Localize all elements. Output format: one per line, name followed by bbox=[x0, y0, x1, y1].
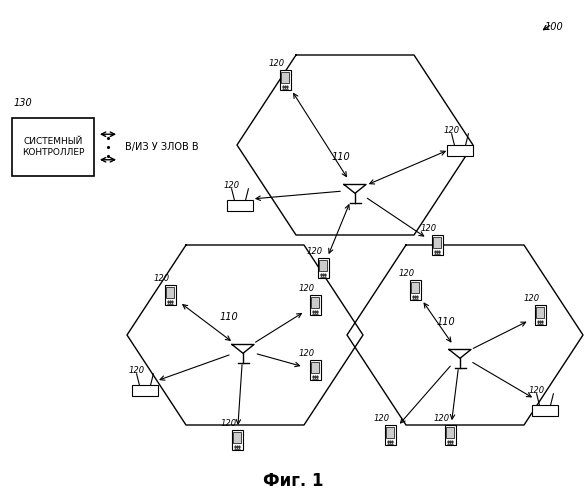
Bar bbox=[309, 360, 321, 380]
Bar bbox=[164, 285, 176, 305]
Bar bbox=[384, 425, 396, 445]
Text: 120: 120 bbox=[399, 269, 415, 278]
Text: 120: 120 bbox=[529, 386, 545, 395]
Bar bbox=[279, 70, 291, 90]
Bar bbox=[431, 235, 443, 255]
Bar bbox=[411, 282, 419, 294]
Text: 100: 100 bbox=[545, 22, 564, 32]
Bar bbox=[166, 288, 174, 298]
Bar bbox=[386, 428, 394, 438]
Text: 120: 120 bbox=[444, 126, 460, 135]
Text: 120: 120 bbox=[154, 274, 170, 283]
Text: 120: 120 bbox=[307, 247, 323, 256]
Bar bbox=[133, 385, 157, 396]
Bar bbox=[410, 280, 420, 300]
Bar bbox=[532, 405, 558, 416]
Text: 120: 120 bbox=[374, 414, 390, 423]
Text: В/ИЗ У ЗЛОВ В: В/ИЗ У ЗЛОВ В bbox=[125, 142, 198, 152]
Text: 110: 110 bbox=[332, 152, 350, 162]
Bar bbox=[233, 432, 241, 444]
Bar bbox=[319, 260, 327, 272]
Text: 130: 130 bbox=[14, 98, 33, 108]
Text: 120: 120 bbox=[434, 414, 450, 423]
Bar bbox=[318, 258, 329, 278]
Bar bbox=[433, 238, 441, 248]
Text: 120: 120 bbox=[224, 181, 240, 190]
Bar bbox=[309, 295, 321, 315]
Bar bbox=[227, 200, 252, 211]
Bar bbox=[311, 362, 319, 374]
Text: 120: 120 bbox=[524, 294, 540, 303]
Text: Фиг. 1: Фиг. 1 bbox=[263, 472, 323, 490]
Bar bbox=[536, 308, 544, 318]
Bar bbox=[444, 425, 456, 445]
Bar bbox=[311, 298, 319, 308]
Bar bbox=[447, 145, 473, 156]
Text: 120: 120 bbox=[221, 419, 237, 428]
Text: 120: 120 bbox=[299, 349, 315, 358]
Text: 120: 120 bbox=[129, 366, 145, 375]
Text: 120: 120 bbox=[269, 59, 285, 68]
Text: СИСТЕМНЫЙ
КОНТРОЛЛЕР: СИСТЕМНЫЙ КОНТРОЛЛЕР bbox=[22, 137, 84, 157]
Bar bbox=[446, 428, 454, 438]
Bar bbox=[231, 430, 242, 450]
Text: 110: 110 bbox=[220, 312, 238, 322]
Bar bbox=[535, 305, 545, 325]
Text: 120: 120 bbox=[299, 284, 315, 293]
Bar bbox=[281, 72, 289, 84]
Text: 120: 120 bbox=[421, 224, 437, 233]
Bar bbox=[12, 118, 94, 176]
Text: 110: 110 bbox=[437, 317, 456, 327]
